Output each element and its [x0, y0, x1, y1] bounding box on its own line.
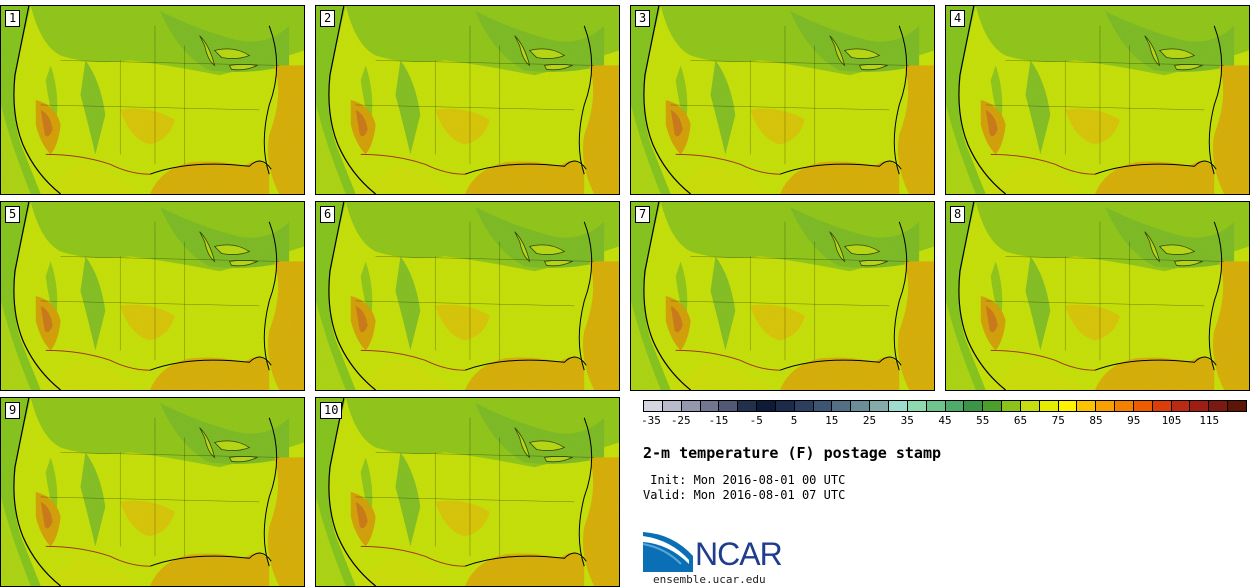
panel-number: 9	[5, 402, 21, 419]
colorbar-cell	[775, 401, 795, 411]
temperature-map	[1, 6, 304, 194]
colorbar-tick-label: 25	[862, 414, 877, 427]
colorbar-cell	[813, 401, 833, 411]
panel-number: 3	[635, 10, 651, 27]
colorbar-cell	[1133, 401, 1153, 411]
temperature-map	[316, 398, 619, 586]
colorbar-cell	[1058, 401, 1078, 411]
colorbar-cell	[1115, 401, 1134, 411]
colorbar-cell	[681, 401, 701, 411]
panel-number: 5	[5, 206, 21, 223]
panel-number: 2	[320, 10, 336, 27]
temperature-map	[316, 202, 619, 390]
logo-text: NCAR	[695, 536, 783, 572]
panel-number: 10	[320, 402, 343, 419]
map-panel-10: 10	[315, 397, 620, 587]
colorbar-cell	[757, 401, 776, 411]
colorbar-tick-label: 85	[1089, 414, 1103, 427]
colorbar-cell	[1039, 401, 1059, 411]
temperature-map	[316, 6, 619, 194]
colorbar-tick-label: -35	[641, 414, 661, 427]
colorbar-ticks: -35 -25 -15 -5 5 15 25 35 45 55 65 75 85 95 105 115	[641, 414, 1247, 430]
colorbar-tick-label: 95	[1127, 414, 1141, 427]
colorbar-tick-label: 65	[1013, 414, 1028, 427]
panel-number: 1	[5, 10, 21, 27]
map-panel-6: 6	[315, 201, 620, 391]
map-panel-5: 5	[0, 201, 305, 391]
colorbar-cell	[1228, 401, 1246, 411]
colorbar-tick-label: -15	[708, 414, 729, 427]
colorbar-cell	[926, 401, 946, 411]
colorbar-tick-label: -25	[670, 414, 691, 427]
map-panel-4: 4	[945, 5, 1250, 195]
panel-number: 6	[320, 206, 336, 223]
time-info: Init: Mon 2016-08-01 00 UTC Valid: Mon 2…	[643, 473, 845, 503]
colorbar-tick-label: 45	[938, 414, 952, 427]
colorbar-cell	[983, 401, 1003, 411]
init-time: Init: Mon 2016-08-01 00 UTC	[643, 473, 846, 487]
colorbar-tick-label: 35	[900, 414, 914, 427]
colorbar-tick-label: 15	[825, 414, 839, 427]
colorbar-cell	[1096, 401, 1116, 411]
ncar-logo-icon	[643, 532, 693, 572]
colorbar-cell	[945, 401, 965, 411]
colorbar-cell	[1171, 401, 1191, 411]
temperature-map	[1, 202, 304, 390]
colorbar-tick-label: 5	[790, 414, 798, 427]
colorbar-cell	[964, 401, 984, 411]
colorbar-cell	[719, 401, 739, 411]
temperature-map	[946, 6, 1249, 194]
valid-time: Valid: Mon 2016-08-01 07 UTC	[643, 488, 846, 502]
temperature-colorbar	[643, 400, 1247, 412]
colorbar-cell	[1190, 401, 1210, 411]
colorbar-cell	[738, 401, 758, 411]
colorbar-cell	[644, 401, 663, 411]
colorbar-cell	[907, 401, 927, 411]
colorbar-cell	[851, 401, 871, 411]
colorbar-cell	[662, 401, 682, 411]
colorbar-tick-label: -5	[749, 414, 763, 427]
temperature-map	[631, 6, 934, 194]
map-panel-9: 9	[0, 397, 305, 587]
panel-number: 7	[635, 206, 651, 223]
colorbar-cell	[1209, 401, 1229, 411]
colorbar-cell	[832, 401, 852, 411]
temperature-map	[1, 398, 304, 586]
logo-url: ensemble.ucar.edu	[653, 573, 766, 586]
colorbar-cell	[888, 401, 908, 411]
colorbar-cell	[1020, 401, 1040, 411]
colorbar-cell	[870, 401, 889, 411]
colorbar-tick-label: 105	[1161, 414, 1182, 427]
colorbar-tick-label: 55	[976, 414, 990, 427]
map-panel-2: 2	[315, 5, 620, 195]
colorbar-tick-label: 115	[1199, 414, 1220, 427]
map-panel-3: 3	[630, 5, 935, 195]
colorbar-cell	[1002, 401, 1021, 411]
map-panel-8: 8	[945, 201, 1250, 391]
map-panel-1: 1	[0, 5, 305, 195]
figure-title: 2-m temperature (F) postage stamp	[643, 444, 942, 462]
panel-number: 8	[950, 206, 966, 223]
temperature-map	[946, 202, 1249, 390]
colorbar-cell	[794, 401, 814, 411]
colorbar-cell	[700, 401, 720, 411]
panel-number: 4	[950, 10, 966, 27]
map-panel-7: 7	[630, 201, 935, 391]
temperature-map	[631, 202, 934, 390]
colorbar-cell	[1152, 401, 1172, 411]
colorbar-cell	[1077, 401, 1097, 411]
colorbar-tick-label: 75	[1051, 414, 1065, 427]
